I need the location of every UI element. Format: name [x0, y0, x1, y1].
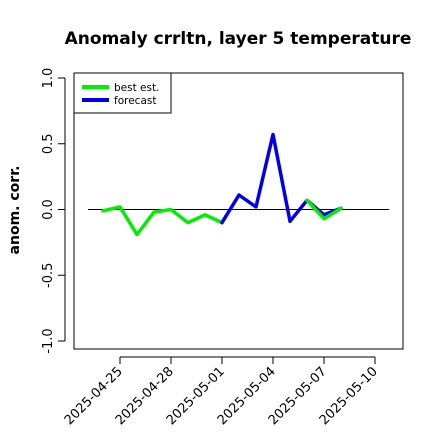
chart-title: Anomaly crrltn, layer 5 temperature — [65, 29, 412, 49]
y-tick-label: 0.5 — [41, 133, 56, 154]
y-axis: -1.0 -0.5 0.0 0.5 1.0 — [41, 68, 66, 354]
series-line-forecast — [220, 132, 343, 225]
legend-label-forecast: forecast — [114, 95, 156, 107]
y-axis-label: anom. corr. — [7, 166, 23, 255]
plot-frame — [73, 72, 404, 350]
series-line-best-est — [101, 205, 224, 237]
legend-box — [73, 72, 172, 114]
y-tick-label: -0.5 — [41, 263, 56, 288]
legend: best est. forecast — [73, 72, 172, 114]
x-axis: 2025-04-252025-04-282025-05-012025-05-04… — [62, 356, 381, 428]
y-tick-label: -1.0 — [41, 328, 56, 353]
series-layer — [101, 132, 343, 237]
y-tick-label: 1.0 — [41, 68, 56, 89]
y-tick-label: 0.0 — [41, 199, 56, 220]
series-line-segment-2 — [305, 198, 343, 221]
legend-label-best-est: best est. — [114, 82, 159, 94]
